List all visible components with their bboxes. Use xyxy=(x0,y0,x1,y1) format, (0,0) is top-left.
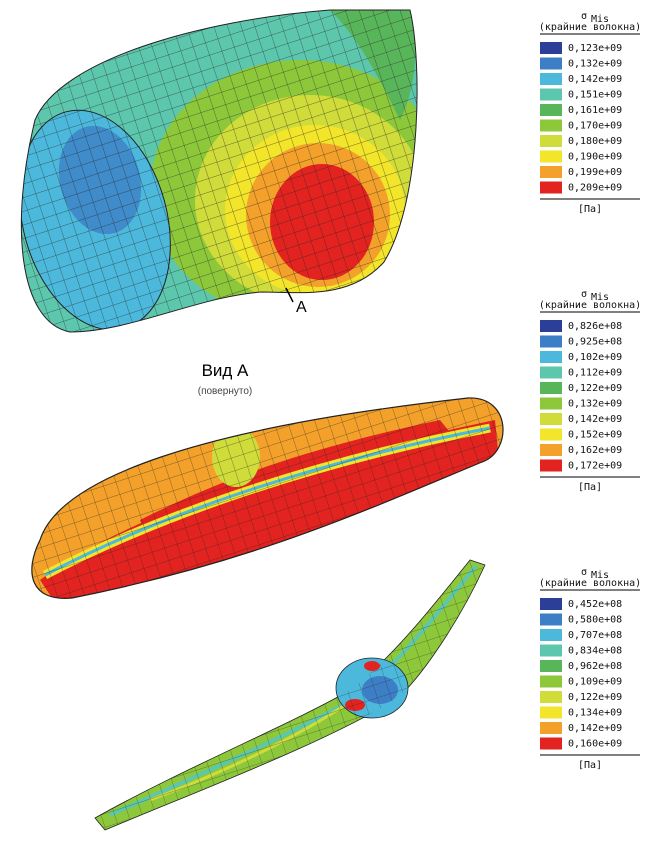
legend-swatch xyxy=(540,413,562,425)
legend-label: 0,190e+09 xyxy=(568,152,622,163)
legend-label: 0,112e+09 xyxy=(568,368,622,379)
legend-swatch xyxy=(540,660,562,672)
legend-note: (крайние волокна) xyxy=(539,299,641,311)
legend-swatch xyxy=(540,104,562,116)
view-model xyxy=(20,390,520,610)
legend-label: 0,180e+09 xyxy=(568,136,622,147)
legend-swatch xyxy=(540,629,562,641)
legend-swatch xyxy=(540,367,562,379)
legend-label: 0,122e+09 xyxy=(568,692,622,703)
legend-swatch xyxy=(540,722,562,734)
view-note: (повернуто) xyxy=(198,386,253,397)
legend-label: 0,962e+08 xyxy=(568,661,622,672)
legend-swatch xyxy=(540,614,562,626)
legend-swatch xyxy=(540,135,562,147)
legend-label: 0,707e+08 xyxy=(568,630,622,641)
legend-label: 0,142e+09 xyxy=(568,74,622,85)
legend-swatch xyxy=(540,73,562,85)
legend-unit: [Па] xyxy=(578,760,602,771)
legend-swatch xyxy=(540,336,562,348)
legend-swatch xyxy=(540,182,562,194)
legend-label: 0,172e+09 xyxy=(568,461,622,472)
legend-swatch xyxy=(540,42,562,54)
legend-label: 0,162e+09 xyxy=(568,445,622,456)
legend-swatch xyxy=(540,598,562,610)
legend-label: 0,152e+09 xyxy=(568,430,622,441)
legend-label: 0,925e+08 xyxy=(568,337,622,348)
legend-label: 0,132e+09 xyxy=(568,399,622,410)
legend-title: σ xyxy=(581,289,587,300)
figure: А Вид А (повернуто) σMis(крайние волокна… xyxy=(0,0,653,850)
strip-model xyxy=(95,560,485,830)
legend-swatch xyxy=(540,398,562,410)
legend-note: (крайние волокна) xyxy=(539,577,641,589)
legend-label: 0,160e+09 xyxy=(568,739,622,750)
legend-swatch xyxy=(540,691,562,703)
legend-swatch xyxy=(540,707,562,719)
legend-label: 0,170e+09 xyxy=(568,121,622,132)
legend-swatch xyxy=(540,429,562,441)
pipe-model xyxy=(0,0,450,347)
legend-label: 0,834e+08 xyxy=(568,646,622,657)
legend-label: 0,142e+09 xyxy=(568,723,622,734)
legend-label: 0,151e+09 xyxy=(568,90,622,101)
legend-label: 0,452e+08 xyxy=(568,599,622,610)
legend-label: 0,161e+09 xyxy=(568,105,622,116)
legend-note: (крайние волокна) xyxy=(539,21,641,33)
legend-unit: [Па] xyxy=(578,482,602,493)
legend-swatch xyxy=(540,166,562,178)
legend-swatch xyxy=(540,89,562,101)
legend-title: σ xyxy=(581,11,587,22)
legend-swatch xyxy=(540,382,562,394)
legend-label: 0,134e+09 xyxy=(568,708,622,719)
view-label: Вид А xyxy=(202,361,249,380)
legend-swatch xyxy=(540,320,562,332)
legend-label: 0,123e+09 xyxy=(568,43,622,54)
legend-label: 0,109e+09 xyxy=(568,677,622,688)
legend-label: 0,580e+08 xyxy=(568,615,622,626)
legend-label: 0,142e+09 xyxy=(568,414,622,425)
legend-label: 0,199e+09 xyxy=(568,167,622,178)
legend-swatch xyxy=(540,738,562,750)
legend-swatch xyxy=(540,120,562,132)
legend-swatch xyxy=(540,351,562,363)
legend-label: 0,122e+09 xyxy=(568,383,622,394)
legend-label: 0,132e+09 xyxy=(568,59,622,70)
legend-swatch xyxy=(540,676,562,688)
legend-swatch xyxy=(540,460,562,472)
legend-unit: [Па] xyxy=(578,204,602,215)
legend-swatch xyxy=(540,151,562,163)
legend-title: σ xyxy=(581,567,587,578)
legend-label: 0,102e+09 xyxy=(568,352,622,363)
legend-label: 0,826e+08 xyxy=(568,321,622,332)
legend-swatch xyxy=(540,58,562,70)
legend-swatch xyxy=(540,444,562,456)
legend-label: 0,209e+09 xyxy=(568,183,622,194)
legend-swatch xyxy=(540,645,562,657)
point-label: А xyxy=(296,299,307,316)
